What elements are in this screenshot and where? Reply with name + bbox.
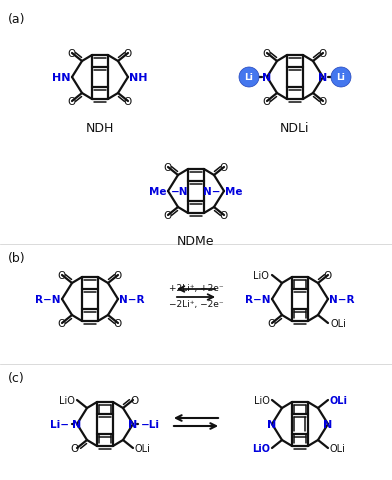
Text: (b): (b) [8, 252, 25, 264]
Text: NH: NH [129, 73, 147, 83]
Text: O: O [68, 97, 76, 107]
Text: O: O [220, 163, 228, 173]
Text: O: O [114, 270, 122, 280]
Text: O: O [263, 49, 271, 59]
Text: O: O [319, 97, 327, 107]
Text: NDH: NDH [86, 121, 114, 134]
Text: N: N [262, 73, 272, 83]
Text: Me: Me [225, 187, 243, 197]
Text: Me: Me [149, 187, 167, 197]
Text: Li: Li [337, 73, 345, 83]
Circle shape [239, 68, 259, 88]
Text: N−: N− [203, 187, 221, 197]
Text: NDMe: NDMe [177, 235, 215, 248]
Text: OLi: OLi [330, 395, 348, 405]
Text: O: O [71, 443, 79, 453]
Text: O: O [324, 270, 332, 280]
Text: −Li: −Li [141, 419, 160, 429]
Text: Li−: Li− [50, 419, 69, 429]
Text: LiO: LiO [252, 443, 270, 453]
Text: OLi: OLi [135, 443, 151, 453]
Text: O: O [124, 49, 132, 59]
Circle shape [331, 68, 351, 88]
Text: N: N [318, 73, 328, 83]
Text: R−N: R−N [245, 294, 271, 304]
Text: O: O [68, 49, 76, 59]
Text: N: N [128, 419, 138, 429]
Text: O: O [58, 270, 66, 280]
Text: N−R: N−R [119, 294, 145, 304]
Text: N: N [323, 419, 333, 429]
Text: O: O [131, 395, 139, 405]
Text: LiO: LiO [59, 395, 75, 405]
Text: −N: −N [171, 187, 189, 197]
Text: OLi: OLi [331, 318, 347, 328]
Text: O: O [114, 318, 122, 328]
Text: O: O [319, 49, 327, 59]
Text: R−N: R−N [36, 294, 61, 304]
Text: (c): (c) [8, 371, 25, 384]
Text: N: N [267, 419, 277, 429]
Text: HN: HN [53, 73, 71, 83]
Text: LiO: LiO [253, 270, 269, 280]
Text: N: N [73, 419, 82, 429]
Text: O: O [164, 211, 172, 220]
Text: −2Li⁺, −2e⁻: −2Li⁺, −2e⁻ [169, 300, 223, 309]
Text: N−R: N−R [329, 294, 354, 304]
Text: OLi: OLi [330, 443, 346, 453]
Text: LiO: LiO [254, 395, 270, 405]
Text: O: O [124, 97, 132, 107]
Text: NDLi: NDLi [280, 121, 310, 134]
Text: O: O [263, 97, 271, 107]
Text: O: O [58, 318, 66, 328]
Text: O: O [164, 163, 172, 173]
Text: O: O [268, 318, 276, 328]
Text: Li: Li [245, 73, 254, 83]
Text: (a): (a) [8, 13, 25, 26]
Text: O: O [220, 211, 228, 220]
Text: +2Li⁺, +2e⁻: +2Li⁺, +2e⁻ [169, 284, 223, 293]
